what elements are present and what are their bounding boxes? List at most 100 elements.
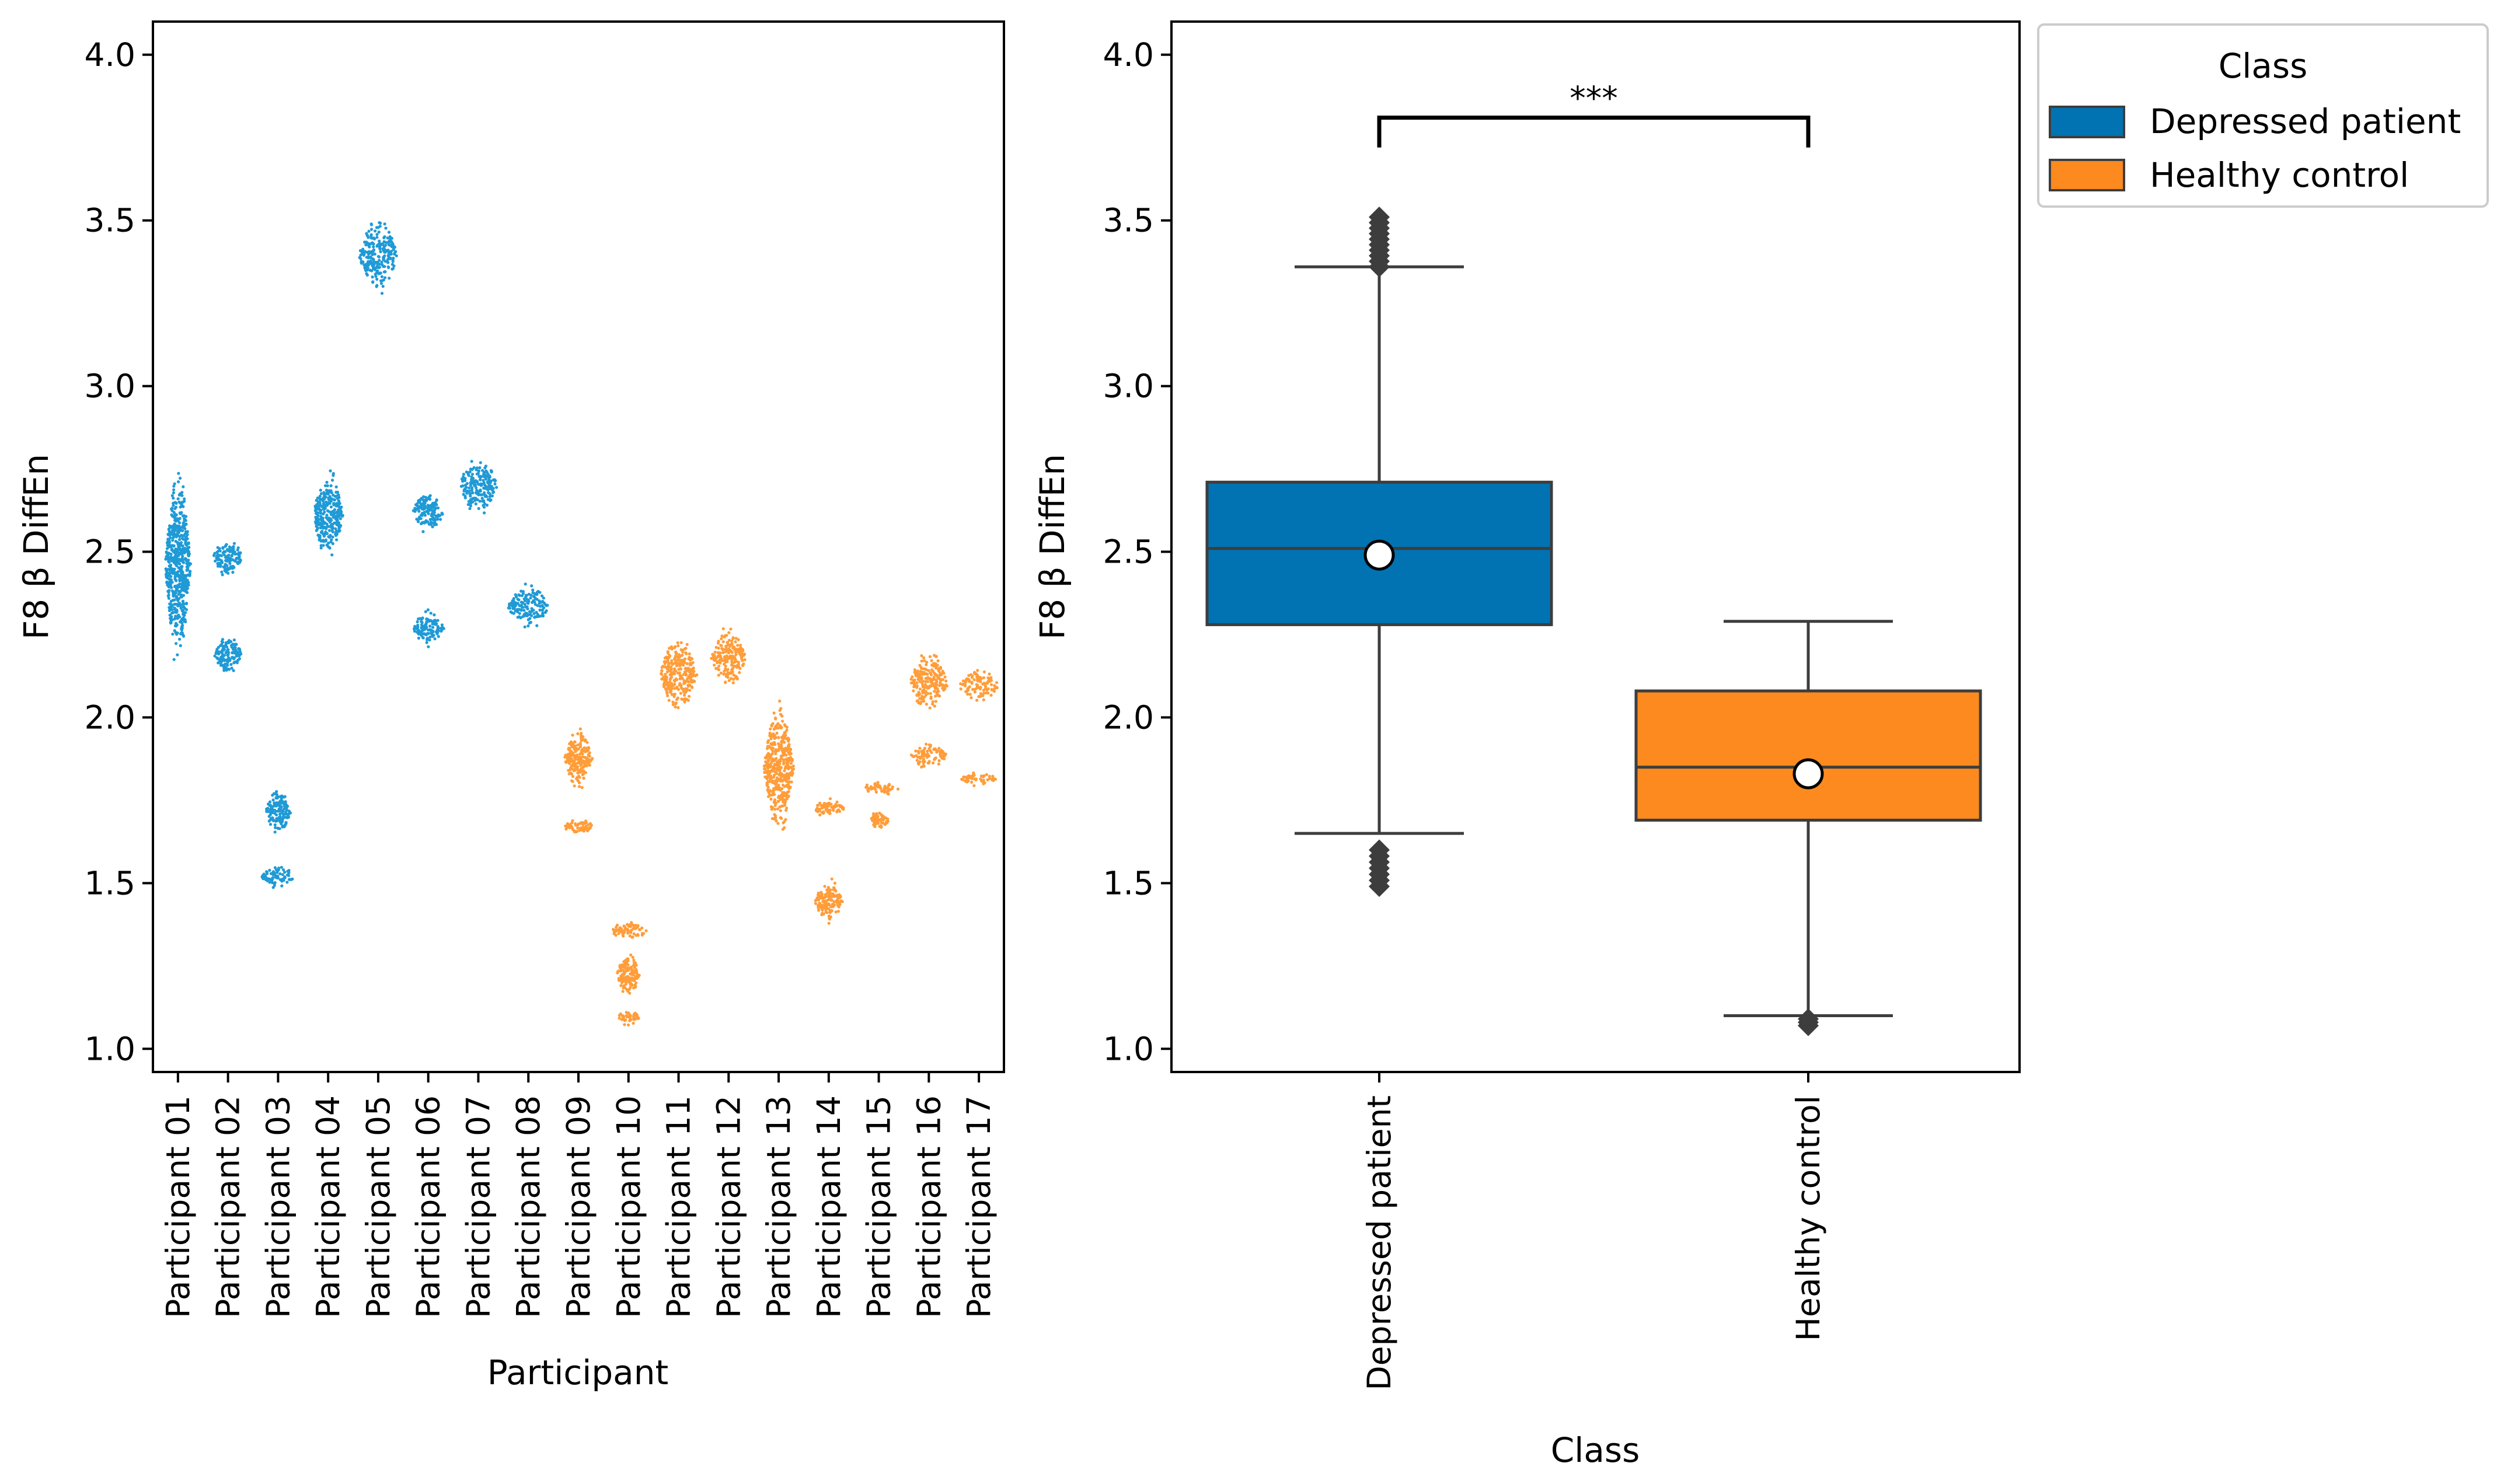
swarm-point xyxy=(791,764,795,768)
swarm-point xyxy=(337,493,340,497)
swarm-point xyxy=(281,818,284,821)
swarm-point xyxy=(815,896,819,900)
swarm-point xyxy=(215,554,219,558)
swarm-point xyxy=(772,711,776,715)
swarm-point xyxy=(377,231,381,234)
swarm-point xyxy=(580,737,583,741)
swarm-point xyxy=(172,658,176,661)
swarm-point xyxy=(173,607,177,611)
swarm-point xyxy=(332,515,335,519)
swarm-point xyxy=(928,706,932,710)
swarm-point xyxy=(427,504,430,508)
swarm-point xyxy=(912,689,915,693)
swarm-point xyxy=(568,825,571,829)
swarm-point xyxy=(232,651,235,654)
swarm-point xyxy=(763,767,767,771)
swarm-point xyxy=(180,494,184,497)
swarm-point xyxy=(920,659,923,663)
swarm-point xyxy=(526,624,530,628)
swarm-point xyxy=(569,740,573,743)
swarm-point xyxy=(485,504,489,507)
left-xtick-label: Participant 12 xyxy=(710,1095,747,1318)
swarm-point xyxy=(433,507,437,510)
swarm-point xyxy=(484,477,488,481)
left-ytick-label: 1.0 xyxy=(85,1030,135,1067)
swarm-point xyxy=(478,483,482,486)
swarm-point xyxy=(483,466,487,470)
swarm-point xyxy=(478,500,482,503)
swarm-point xyxy=(168,609,171,612)
swarm-point xyxy=(687,680,690,683)
swarm-point xyxy=(740,648,744,651)
swarm-point xyxy=(832,888,835,892)
swarm-point xyxy=(369,228,374,231)
swarm-point xyxy=(180,628,183,632)
right-y-axis-label: F8 β DiffEn xyxy=(1033,454,1072,640)
right-ytick-label: 1.0 xyxy=(1103,1030,1154,1067)
swarm-point xyxy=(314,505,318,508)
swarm-point xyxy=(417,517,421,521)
swarm-point xyxy=(936,687,939,690)
swarm-point xyxy=(186,530,189,533)
swarm-point xyxy=(278,812,282,816)
swarm-point xyxy=(359,253,362,257)
swarm-point xyxy=(628,991,632,995)
swarm-point xyxy=(372,267,375,270)
swarm-point xyxy=(784,753,788,757)
swarm-point xyxy=(568,762,571,765)
swarm-point xyxy=(717,673,720,677)
swarm-point xyxy=(469,484,473,487)
swarm-point xyxy=(972,784,976,787)
swarm-point xyxy=(961,778,965,781)
swarm-point xyxy=(632,958,636,962)
swarm-point xyxy=(178,579,182,583)
swarm-point xyxy=(280,865,283,869)
swarm-point xyxy=(180,595,183,599)
swarm-point xyxy=(169,563,173,567)
swarm-point xyxy=(468,486,471,490)
swarm-point xyxy=(482,481,486,484)
swarm-point xyxy=(880,826,883,829)
swarm-point xyxy=(519,609,523,612)
swarm-point xyxy=(275,876,278,879)
swarm-point xyxy=(420,633,423,637)
swarm-point xyxy=(173,550,176,554)
swarm-point xyxy=(218,558,222,561)
swarm-point xyxy=(271,798,275,802)
swarm-point xyxy=(473,482,476,486)
swarm-point xyxy=(284,812,287,816)
swarm-point xyxy=(690,657,694,661)
swarm-point xyxy=(533,600,536,604)
swarm-point xyxy=(421,530,425,533)
swarm-point xyxy=(187,554,190,557)
swarm-point xyxy=(225,645,229,649)
swarm-point xyxy=(386,254,390,257)
swarm-point xyxy=(881,815,885,818)
swarm-point xyxy=(225,668,228,672)
swarm-point xyxy=(322,512,325,516)
swarm-point xyxy=(329,505,333,509)
swarm-point xyxy=(167,551,171,555)
swarm-point xyxy=(171,599,175,602)
swarm-point xyxy=(883,790,886,794)
swarm-point xyxy=(179,568,183,571)
swarm-point xyxy=(932,684,935,687)
swarm-point xyxy=(917,694,920,697)
swarm-point xyxy=(366,234,369,238)
swarm-point xyxy=(915,674,919,678)
swarm-point xyxy=(968,685,971,689)
swarm-point xyxy=(772,732,775,736)
swarm-point xyxy=(625,1011,628,1014)
swarm-point xyxy=(932,664,935,668)
swarm-point xyxy=(168,572,172,575)
swarm-point xyxy=(934,694,937,698)
swarm-point xyxy=(585,763,589,767)
left-xtick-label: Participant 07 xyxy=(459,1095,497,1318)
swarm-point xyxy=(982,670,986,673)
swarm-point xyxy=(315,498,318,502)
swarm-point xyxy=(440,623,444,627)
swarm-point xyxy=(188,570,191,574)
swarm-point xyxy=(571,734,574,737)
swarm-point xyxy=(567,772,571,776)
swarm-point xyxy=(224,563,227,566)
